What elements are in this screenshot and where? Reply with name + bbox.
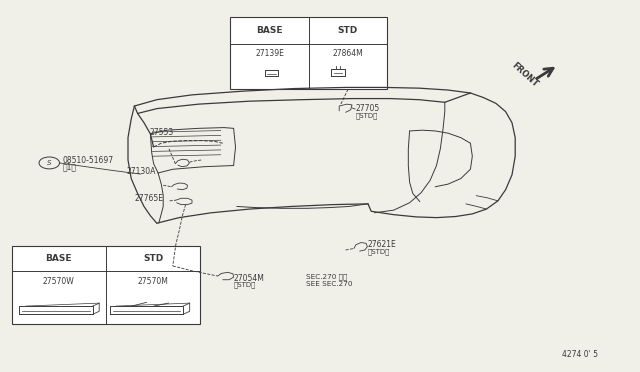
- Text: STD: STD: [143, 254, 163, 263]
- Text: FRONT: FRONT: [510, 60, 540, 89]
- Text: S: S: [47, 160, 52, 166]
- Text: 27864M: 27864M: [333, 48, 364, 58]
- Text: 27570M: 27570M: [138, 277, 168, 286]
- Text: SEC.270 参照: SEC.270 参照: [306, 274, 348, 280]
- Text: （STD）: （STD）: [368, 248, 390, 255]
- Text: 27130A: 27130A: [126, 167, 156, 176]
- Text: 4274 0' 5: 4274 0' 5: [563, 350, 598, 359]
- Text: 08510-51697: 08510-51697: [63, 156, 114, 165]
- Text: 27054M: 27054M: [234, 274, 264, 283]
- Bar: [230, 17, 387, 89]
- Text: 27765E: 27765E: [134, 194, 163, 203]
- Text: （1）: （1）: [63, 162, 77, 171]
- Text: （STD）: （STD）: [234, 282, 256, 288]
- Text: 27139E: 27139E: [255, 48, 284, 58]
- Text: 27705: 27705: [355, 104, 380, 113]
- Text: 27621E: 27621E: [368, 240, 397, 249]
- Text: 27553: 27553: [149, 128, 173, 137]
- Text: （STD）: （STD）: [355, 112, 378, 119]
- Text: STD: STD: [338, 26, 358, 35]
- Text: BASE: BASE: [45, 254, 72, 263]
- Text: BASE: BASE: [257, 26, 283, 35]
- Text: 27570W: 27570W: [43, 277, 75, 286]
- Text: SEE SEC.270: SEE SEC.270: [306, 281, 353, 287]
- Bar: [12, 246, 200, 324]
